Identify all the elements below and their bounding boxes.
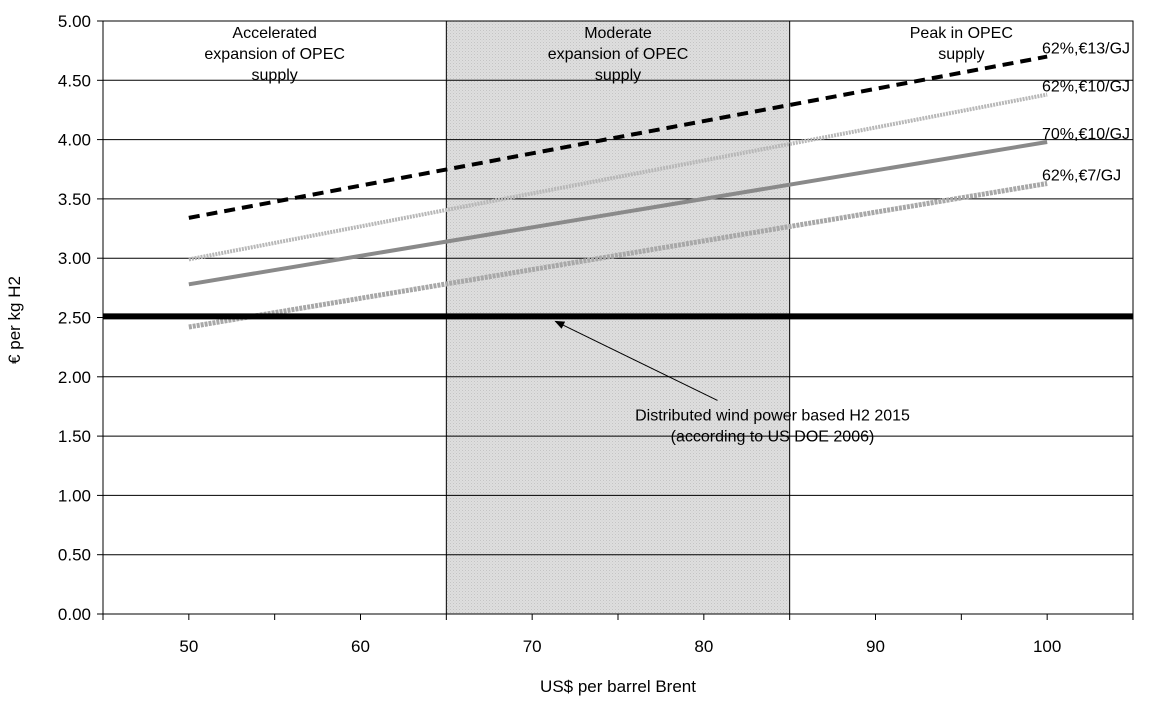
x-tick-label: 80 bbox=[694, 637, 713, 656]
series-line bbox=[188, 92, 1048, 262]
annotation-line: Distributed wind power based H2 2015 bbox=[635, 407, 910, 424]
series-label: 62%,€7/GJ bbox=[1042, 167, 1121, 184]
region-label-line: supply bbox=[252, 67, 298, 84]
y-tick-label: 2.50 bbox=[58, 309, 91, 328]
series-label: 62%,€13/GJ bbox=[1042, 41, 1130, 58]
region-label: Accelerated expansion of OPEC supply bbox=[204, 25, 345, 84]
x-tick-label: 60 bbox=[351, 637, 370, 656]
y-tick-label: 4.00 bbox=[58, 131, 91, 150]
annotation-line: (according to US DOE 2006) bbox=[671, 428, 875, 445]
x-tick-label: 70 bbox=[523, 637, 542, 656]
x-tick-label: 50 bbox=[179, 637, 198, 656]
region-label: Moderate expansion of OPEC supply bbox=[548, 25, 689, 84]
x-axis-title: US$ per barrel Brent bbox=[540, 677, 696, 696]
y-tick-label: 3.00 bbox=[58, 249, 91, 268]
region-label: Peak in OPEC supply bbox=[910, 25, 1013, 63]
x-tick-label: 90 bbox=[866, 637, 885, 656]
region-label-line: Accelerated bbox=[232, 25, 317, 42]
region-label-line: supply bbox=[938, 46, 984, 63]
annotation-text: Distributed wind power based H2 2015 (acc… bbox=[635, 407, 910, 445]
y-tick-label: 1.50 bbox=[58, 427, 91, 446]
region-label-line: Peak in OPEC bbox=[910, 25, 1013, 42]
y-tick-label: 5.00 bbox=[58, 12, 91, 31]
y-tick-label: 0.50 bbox=[58, 546, 91, 565]
series-label: 62%,€10/GJ bbox=[1042, 79, 1130, 96]
series-label: 70%,€10/GJ bbox=[1042, 126, 1130, 143]
y-tick-label: 4.50 bbox=[58, 71, 91, 90]
x-tick-label: 100 bbox=[1033, 637, 1061, 656]
y-tick-label: 1.00 bbox=[58, 486, 91, 505]
y-tick-label: 3.50 bbox=[58, 190, 91, 209]
series-line bbox=[188, 139, 1048, 287]
annotation-arrow bbox=[554, 320, 718, 401]
y-tick-label: 2.00 bbox=[58, 368, 91, 387]
region-label-line: expansion of OPEC bbox=[548, 46, 689, 63]
y-tick-label: 0.00 bbox=[58, 605, 91, 624]
region-label-line: supply bbox=[595, 67, 641, 84]
series-line bbox=[188, 181, 1048, 330]
series-line bbox=[188, 54, 1048, 220]
y-axis-title: € per kg H2 bbox=[5, 276, 24, 364]
region-label-line: expansion of OPEC bbox=[204, 46, 345, 63]
region-label-line: Moderate bbox=[584, 25, 652, 42]
